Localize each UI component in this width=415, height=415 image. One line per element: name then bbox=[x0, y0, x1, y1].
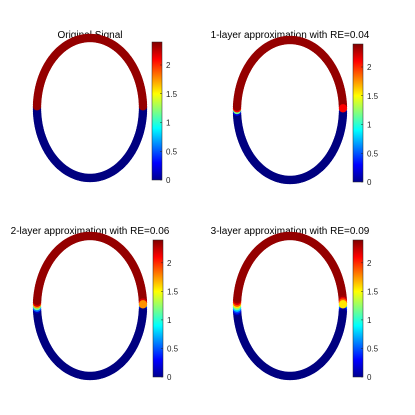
colorbar: 0 0.5 1 1.5 2 bbox=[151, 41, 178, 185]
colorbar-tick-label: 0 bbox=[367, 373, 372, 382]
colorbar: 0 0.5 1 1.5 2 bbox=[152, 239, 179, 382]
colorbar-tick-label: 0.5 bbox=[166, 147, 178, 156]
colorbar-tick-label: 1.5 bbox=[367, 287, 379, 296]
colorbar-tick-label: 2 bbox=[367, 259, 372, 268]
ring bbox=[32, 231, 148, 381]
colorbar-tick-label: 2 bbox=[166, 61, 171, 70]
colorbar-scale bbox=[352, 239, 364, 378]
panel-3-layer-approximation: 3-layer approximation with RE=0.09 0 0.5 1… bbox=[211, 226, 379, 382]
colorbar-tick-label: 2 bbox=[167, 259, 172, 268]
colorbar: 0 0.5 1 1.5 2 bbox=[352, 43, 379, 187]
colorbar-tick-label: 0 bbox=[166, 176, 171, 185]
ring-point bbox=[138, 102, 148, 111]
ring bbox=[32, 33, 148, 183]
colorbar-scale bbox=[352, 43, 364, 183]
colorbar-tick-label: 1.5 bbox=[166, 90, 178, 99]
colorbar-tick-label: 0 bbox=[167, 373, 172, 382]
colorbar-tick-label: 1.5 bbox=[367, 92, 379, 101]
colorbar-tick-label: 0.5 bbox=[367, 149, 379, 158]
ring-point bbox=[338, 300, 348, 309]
colorbar: 0 0.5 1 1.5 2 bbox=[352, 239, 379, 382]
colorbar-tick-label: 1.5 bbox=[167, 287, 179, 296]
panel-original-signal: Original Signal 00.511.52 bbox=[32, 30, 178, 185]
ring bbox=[232, 35, 348, 185]
colorbar-tick-label: 0 bbox=[367, 178, 372, 187]
colorbar-tick-label: 1 bbox=[167, 316, 172, 325]
colorbar-tick-label: 2 bbox=[367, 63, 372, 72]
colorbar-tick-label: 1 bbox=[367, 316, 372, 325]
ring-point bbox=[338, 104, 348, 113]
panel-1-layer-approximation: 1-layer approximation with RE=0.04 0 0.5 1… bbox=[211, 30, 379, 187]
colorbar-tick-label: 1 bbox=[166, 119, 171, 128]
colorbar-tick-label: 0.5 bbox=[167, 344, 179, 353]
panel-title: 1-layer approximation with RE=0.04 bbox=[211, 30, 370, 41]
panel-2-layer-approximation: 2-layer approximation with RE=0.06 0 0.5 1… bbox=[11, 226, 179, 382]
ring bbox=[232, 231, 348, 381]
colorbar-scale bbox=[151, 41, 163, 181]
panel-title: 2-layer approximation with RE=0.06 bbox=[11, 226, 170, 237]
ring-point bbox=[138, 300, 148, 309]
panel-title: 3-layer approximation with RE=0.09 bbox=[211, 226, 370, 237]
colorbar-scale bbox=[152, 239, 164, 378]
colorbar-tick-label: 1 bbox=[367, 121, 372, 130]
colorbar-tick-label: 0.5 bbox=[367, 344, 379, 353]
